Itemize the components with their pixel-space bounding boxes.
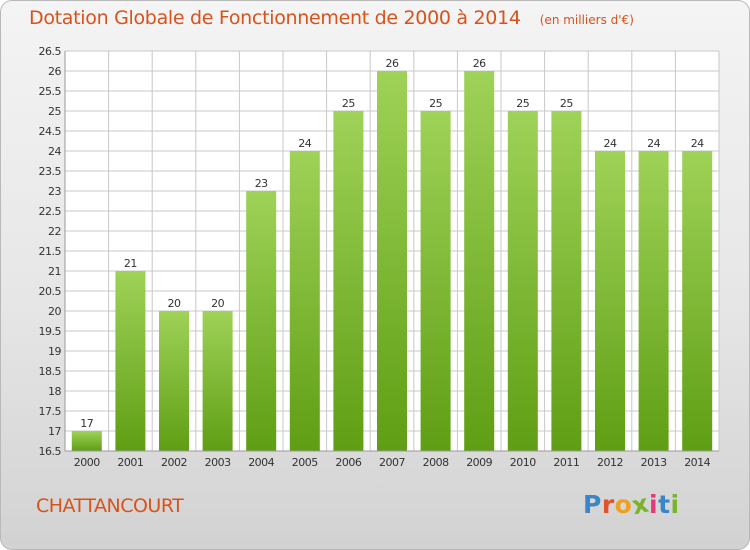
data-label: 26 [386, 57, 399, 70]
y-tick-label: 18 [48, 385, 61, 398]
data-label: 20 [211, 297, 224, 310]
data-label: 26 [473, 57, 486, 70]
bar [289, 151, 320, 451]
bar [682, 151, 713, 451]
logo-letter: P [583, 490, 602, 519]
y-tick-label: 20 [48, 305, 61, 318]
y-tick-label: 21 [48, 265, 61, 278]
y-tick-label: 22.5 [39, 205, 62, 218]
bar [159, 311, 189, 451]
data-label: 25 [429, 97, 442, 110]
bar [595, 151, 625, 451]
data-label: 25 [342, 97, 355, 110]
x-tick-label: 2002 [161, 456, 187, 469]
data-label: 24 [604, 137, 617, 150]
x-tick-label: 2011 [553, 456, 579, 469]
data-label: 21 [124, 257, 137, 270]
x-tick-label: 2005 [292, 456, 318, 469]
logo-letter: t [658, 490, 671, 519]
y-tick-label: 26.5 [39, 45, 62, 58]
x-tick-label: 2010 [510, 456, 536, 469]
x-tick-label: 2012 [597, 456, 623, 469]
proxiti-logo: Proxiti [583, 489, 680, 521]
bar [551, 111, 582, 451]
y-tick-label: 19 [48, 345, 61, 358]
x-tick-label: 2009 [466, 456, 492, 469]
y-tick-label: 22 [48, 225, 61, 238]
data-label: 23 [255, 177, 268, 190]
data-label: 20 [168, 297, 181, 310]
logo-letter: o [614, 490, 633, 519]
data-label: 24 [691, 137, 704, 150]
x-tick-label: 2014 [684, 456, 710, 469]
bar [638, 151, 669, 451]
data-label: 24 [298, 137, 311, 150]
logo-letter: i [670, 490, 680, 519]
bar [464, 71, 495, 451]
y-tick-label: 24.5 [39, 125, 62, 138]
data-label: 17 [80, 417, 93, 430]
x-tick-label: 2000 [74, 456, 100, 469]
y-tick-label: 25 [48, 105, 61, 118]
y-tick-label: 19.5 [39, 325, 62, 338]
bar [507, 111, 538, 451]
y-tick-label: 18.5 [39, 365, 62, 378]
y-tick-label: 16.5 [39, 445, 62, 458]
y-tick-label: 17 [48, 425, 61, 438]
title-line: Dotation Globale de Fonctionnement de 20… [29, 7, 634, 29]
x-tick-label: 2013 [641, 456, 667, 469]
x-tick-label: 2008 [423, 456, 449, 469]
x-tick-label: 2006 [335, 456, 361, 469]
bar [420, 111, 451, 451]
logo-letter: i [649, 490, 659, 519]
bar [71, 431, 102, 451]
y-tick-label: 17.5 [39, 405, 62, 418]
y-tick-label: 23 [48, 185, 61, 198]
bar [246, 191, 277, 451]
data-label: 25 [516, 97, 529, 110]
bar [377, 71, 407, 451]
bar [115, 271, 146, 451]
y-tick-label: 20.5 [39, 285, 62, 298]
x-tick-label: 2003 [205, 456, 231, 469]
y-tick-label: 21.5 [39, 245, 62, 258]
bar [202, 311, 233, 451]
data-label: 25 [560, 97, 573, 110]
y-tick-label: 23.5 [39, 165, 62, 178]
bar [333, 111, 364, 451]
x-tick-label: 2007 [379, 456, 405, 469]
commune-name: CHATTANCOURT [36, 495, 184, 517]
x-tick-label: 2001 [117, 456, 143, 469]
y-tick-label: 25.5 [39, 85, 62, 98]
chart-title: Dotation Globale de Fonctionnement de 20… [29, 7, 521, 29]
x-tick-label: 2004 [248, 456, 274, 469]
chart-subtitle: (en milliers d'€) [539, 13, 634, 27]
data-label: 24 [647, 137, 660, 150]
y-tick-label: 26 [48, 65, 61, 78]
y-tick-label: 24 [48, 145, 61, 158]
logo-letter: r [601, 490, 615, 519]
